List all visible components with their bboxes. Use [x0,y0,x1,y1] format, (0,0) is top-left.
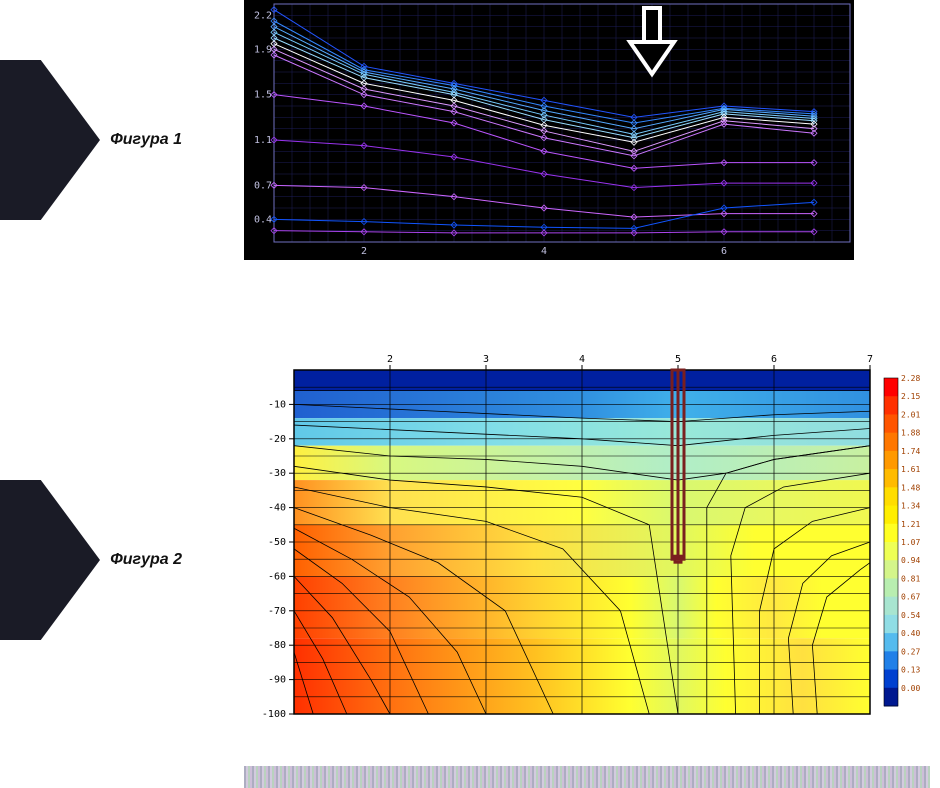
svg-text:1.88: 1.88 [901,429,920,438]
svg-text:1.07: 1.07 [901,538,920,547]
svg-text:2: 2 [361,246,367,257]
svg-text:1.9: 1.9 [254,44,272,55]
svg-text:0.27: 0.27 [901,647,920,656]
svg-text:1.34: 1.34 [901,502,920,511]
svg-text:0.13: 0.13 [901,666,920,675]
figure-label-1-text: Фигура 1 [110,131,182,149]
svg-text:0.7: 0.7 [254,180,272,191]
svg-text:1.1: 1.1 [254,135,272,146]
svg-text:1.48: 1.48 [901,483,920,492]
label-arrow-shape [0,60,100,220]
svg-text:6: 6 [771,354,777,365]
svg-text:-90: -90 [268,675,286,686]
svg-text:0.67: 0.67 [901,593,920,602]
svg-text:2.28: 2.28 [901,374,920,383]
svg-text:-60: -60 [268,571,286,582]
svg-text:6: 6 [721,246,727,257]
svg-text:1.61: 1.61 [901,465,920,474]
svg-text:-30: -30 [268,468,286,479]
svg-text:-70: -70 [268,606,286,617]
svg-text:-20: -20 [268,434,286,445]
svg-text:-80: -80 [268,640,286,651]
svg-text:5: 5 [675,354,681,365]
svg-text:2: 2 [387,354,393,365]
svg-text:1.74: 1.74 [901,447,920,456]
svg-text:0.40: 0.40 [901,629,920,638]
svg-text:1.21: 1.21 [901,520,920,529]
svg-text:2.2: 2.2 [254,10,272,21]
svg-text:2.01: 2.01 [901,410,920,419]
chart-1-line: 0.4 0.7 1.1 1.5 1.9 2.2 2 4 6 [244,0,854,260]
svg-text:-40: -40 [268,503,286,514]
chart-2-heatmap: 2 3 4 5 6 7 -10 -20 -30 -40 -50 -60 -70 -80 -90 -100 2.… [244,350,930,720]
figure-label-2-text: Фигура 2 [110,551,182,569]
svg-text:0.94: 0.94 [901,556,920,565]
figure-label-2: Фигура 2 [0,480,200,640]
svg-text:-50: -50 [268,537,286,548]
svg-text:2.15: 2.15 [901,392,920,401]
svg-text:4: 4 [579,354,585,365]
svg-text:3: 3 [483,354,489,365]
svg-text:0.00: 0.00 [901,684,920,693]
label-arrow-shape [0,480,100,640]
svg-text:1.5: 1.5 [254,90,272,101]
svg-text:-100: -100 [262,709,286,720]
svg-text:0.81: 0.81 [901,574,920,583]
svg-text:7: 7 [867,354,873,365]
svg-text:-10: -10 [268,399,286,410]
svg-text:4: 4 [541,246,547,257]
svg-text:0.4: 0.4 [254,214,272,225]
svg-text:0.54: 0.54 [901,611,920,620]
figure-label-1: Фигура 1 [0,60,200,220]
decorative-noise-strip [244,766,930,788]
